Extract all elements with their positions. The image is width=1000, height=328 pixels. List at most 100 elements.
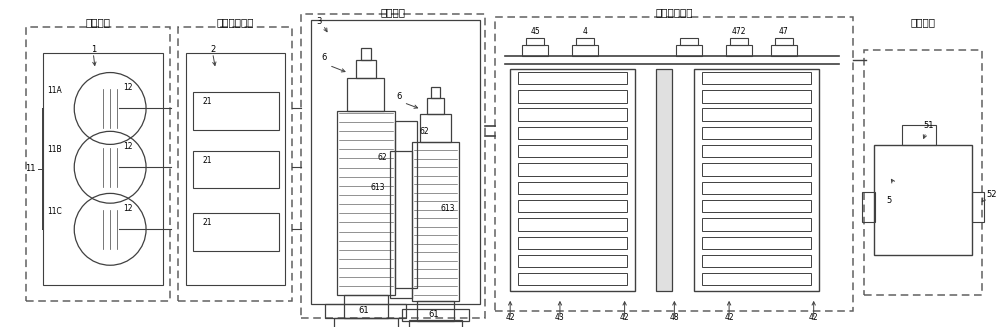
Bar	[301, 14, 485, 318]
Bar	[702, 163, 811, 176]
Bar	[402, 309, 469, 321]
Bar	[702, 109, 811, 121]
Bar	[518, 218, 627, 231]
Bar	[518, 145, 627, 157]
Text: 进气模块: 进气模块	[85, 17, 110, 27]
Bar	[656, 69, 672, 291]
Bar	[862, 192, 875, 222]
Text: 6: 6	[322, 53, 327, 62]
Bar	[864, 50, 982, 295]
Bar	[572, 45, 598, 56]
Text: 6: 6	[396, 92, 402, 100]
Bar	[726, 45, 752, 56]
Bar	[902, 125, 936, 145]
Bar	[518, 182, 627, 194]
Text: 显示控制模块: 显示控制模块	[216, 17, 254, 27]
Bar	[395, 121, 417, 288]
Bar	[702, 200, 811, 212]
Bar	[518, 273, 627, 285]
Bar	[702, 236, 811, 249]
Bar	[518, 90, 627, 103]
Text: 613: 613	[441, 204, 455, 213]
Bar	[702, 255, 811, 267]
Text: 42: 42	[809, 314, 818, 322]
Text: 12: 12	[123, 204, 133, 213]
Text: 12: 12	[123, 142, 133, 151]
Text: 11: 11	[25, 164, 36, 174]
Bar	[702, 182, 811, 194]
Bar	[427, 98, 444, 114]
Bar	[361, 48, 371, 60]
Bar	[518, 255, 627, 267]
Bar	[344, 295, 388, 318]
Bar	[702, 90, 811, 103]
Text: 11C: 11C	[47, 207, 62, 216]
Bar	[771, 45, 797, 56]
Text: 472: 472	[732, 27, 746, 36]
Bar	[390, 151, 412, 298]
Bar	[495, 17, 853, 311]
Bar	[518, 236, 627, 249]
Text: 62: 62	[377, 153, 387, 162]
Bar	[334, 318, 398, 328]
Text: 613: 613	[371, 183, 385, 192]
Bar	[518, 72, 627, 84]
Bar	[193, 213, 279, 251]
Bar	[356, 60, 376, 78]
Bar	[518, 200, 627, 212]
Bar	[576, 38, 594, 45]
Bar	[311, 20, 480, 304]
Text: 21: 21	[203, 156, 212, 165]
Text: 11A: 11A	[47, 86, 62, 95]
Text: 62: 62	[420, 127, 429, 136]
Bar	[518, 163, 627, 176]
Text: 3: 3	[316, 17, 322, 27]
Text: 43: 43	[555, 314, 565, 322]
Text: 52: 52	[987, 190, 997, 199]
Text: 11B: 11B	[47, 145, 62, 154]
Bar	[412, 142, 459, 301]
Bar	[186, 53, 285, 285]
Text: 4: 4	[582, 27, 587, 36]
Bar	[680, 38, 698, 45]
Text: 混合模块: 混合模块	[381, 7, 406, 17]
Bar	[420, 114, 451, 142]
Bar	[178, 27, 292, 301]
Text: 47: 47	[779, 27, 789, 36]
Bar	[518, 127, 627, 139]
Text: 1: 1	[91, 45, 96, 54]
Text: 42: 42	[724, 314, 734, 322]
Bar	[325, 304, 406, 318]
Bar	[702, 273, 811, 285]
Text: 控温加湿模块: 控温加湿模块	[656, 7, 693, 17]
Bar	[510, 69, 635, 291]
Text: 51: 51	[924, 121, 934, 130]
Bar	[193, 151, 279, 189]
Bar	[409, 320, 462, 328]
Text: 5: 5	[887, 196, 892, 205]
Text: 61: 61	[428, 310, 439, 319]
Bar	[417, 301, 454, 321]
Bar	[676, 45, 702, 56]
Bar	[702, 145, 811, 157]
Bar	[874, 145, 972, 256]
Bar	[337, 111, 395, 295]
Text: 2: 2	[210, 45, 215, 54]
Bar	[43, 53, 163, 285]
Text: 48: 48	[670, 314, 679, 322]
Bar	[702, 218, 811, 231]
Bar	[526, 38, 544, 45]
Text: 42: 42	[620, 314, 629, 322]
Bar	[347, 78, 384, 111]
Text: 45: 45	[530, 27, 540, 36]
Bar	[972, 192, 984, 222]
Text: 12: 12	[123, 83, 133, 92]
Bar	[694, 69, 819, 291]
Text: 42: 42	[505, 314, 515, 322]
Bar	[702, 72, 811, 84]
Text: 21: 21	[203, 218, 212, 227]
Bar	[702, 127, 811, 139]
Text: 输出模块: 输出模块	[911, 17, 936, 27]
Text: 61: 61	[359, 306, 369, 316]
Bar	[775, 38, 793, 45]
